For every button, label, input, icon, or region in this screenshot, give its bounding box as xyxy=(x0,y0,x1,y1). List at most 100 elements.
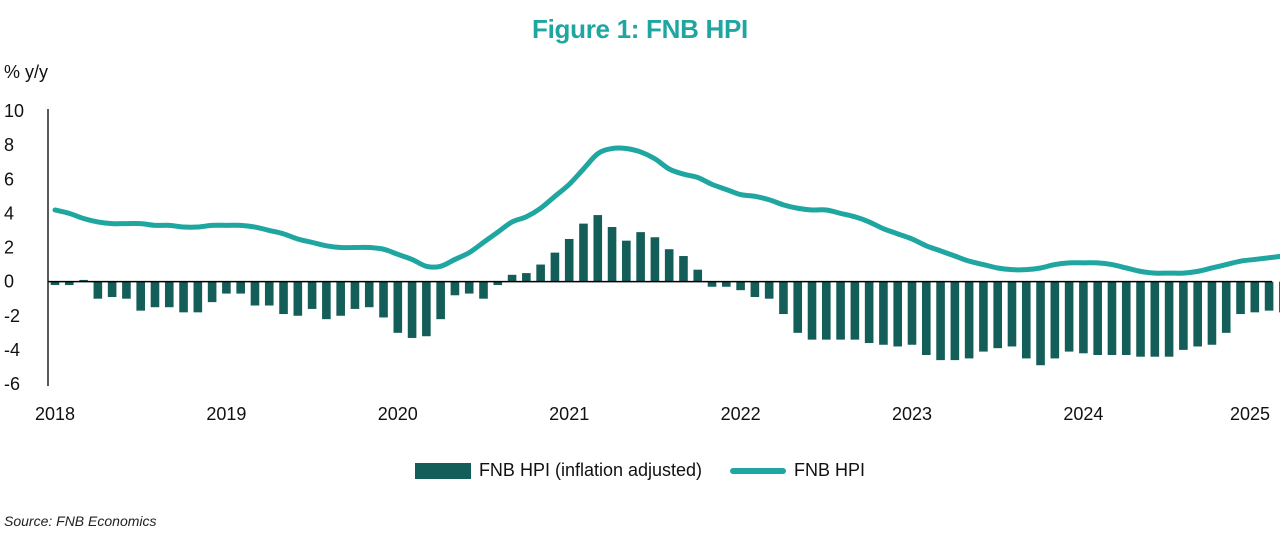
x-tick-label: 2018 xyxy=(35,404,75,424)
bar xyxy=(864,281,874,344)
y-tick-label: 0 xyxy=(4,272,14,292)
bar xyxy=(664,249,674,282)
bar xyxy=(164,281,174,308)
source-note: Source: FNB Economics xyxy=(4,513,157,529)
bar xyxy=(879,281,888,345)
bar xyxy=(250,281,260,306)
bar xyxy=(964,281,974,359)
bar xyxy=(836,281,845,340)
bar xyxy=(1150,281,1160,357)
bar xyxy=(279,281,288,315)
bar xyxy=(1079,281,1088,354)
legend-item-inflation-adjusted: FNB HPI (inflation adjusted) xyxy=(414,460,703,481)
bar xyxy=(307,281,317,309)
bar xyxy=(907,281,917,345)
bar xyxy=(264,281,274,306)
bar xyxy=(479,281,488,299)
bar xyxy=(936,281,945,361)
bar xyxy=(1021,281,1031,359)
bar xyxy=(293,281,303,316)
bar xyxy=(507,274,517,282)
ticks-layer: 10 8 6 4 2 0 -2 -4 -6 2018 2019 2020 2021 2022 2023 202… xyxy=(4,101,1270,424)
y-tick-label: 6 xyxy=(4,169,14,189)
x-tick-label: 2022 xyxy=(721,404,761,424)
bar xyxy=(593,215,603,282)
x-tick-label: 2024 xyxy=(1063,404,1103,424)
bar xyxy=(422,281,431,337)
x-tick-label: 2021 xyxy=(549,404,589,424)
bar xyxy=(779,281,788,315)
x-tick-label: 2025 xyxy=(1230,404,1270,424)
y-tick-label: 10 xyxy=(4,101,24,121)
bar xyxy=(793,281,803,333)
legend-line-swatch xyxy=(730,467,787,474)
x-tick-label: 2023 xyxy=(892,404,932,424)
bar xyxy=(322,281,331,320)
bar xyxy=(450,281,460,296)
bar xyxy=(536,264,545,282)
chart-title: Figure 1: FNB HPI xyxy=(532,14,748,44)
y-tick-label: 2 xyxy=(4,238,14,258)
bar xyxy=(64,281,74,286)
bar xyxy=(336,281,345,316)
bar xyxy=(1093,281,1102,355)
bar xyxy=(764,281,774,299)
bar xyxy=(693,269,703,282)
bar xyxy=(607,227,617,282)
bar xyxy=(979,281,988,352)
bar xyxy=(1136,281,1145,357)
axes-layer xyxy=(47,109,1272,386)
line-layer xyxy=(52,145,1280,276)
bar xyxy=(493,281,503,286)
bar xyxy=(407,281,417,338)
bar xyxy=(1050,281,1060,359)
chart-legend: FNB HPI (inflation adjusted) FNB HPI xyxy=(0,460,1280,481)
bar xyxy=(93,281,103,299)
y-tick-label: -6 xyxy=(4,374,20,394)
bar xyxy=(436,281,445,320)
bar xyxy=(636,232,645,282)
bar xyxy=(1064,281,1074,352)
bar xyxy=(1179,281,1188,350)
bar xyxy=(364,281,374,308)
bar xyxy=(179,281,188,313)
legend-bar-swatch xyxy=(414,462,471,479)
bar xyxy=(1207,281,1217,345)
bar xyxy=(207,281,217,303)
bar xyxy=(622,240,631,282)
y-tick-label: 4 xyxy=(4,203,14,223)
y-tick-label: -4 xyxy=(4,340,20,360)
bars-layer xyxy=(50,215,1280,366)
bar xyxy=(1193,281,1202,347)
bar xyxy=(807,281,817,340)
y-axis-unit-label: % y/y xyxy=(4,62,49,82)
bar xyxy=(650,237,660,282)
bar xyxy=(550,252,560,282)
bar xyxy=(79,279,88,282)
legend-label-inflation-adjusted: FNB HPI (inflation adjusted) xyxy=(478,460,703,480)
x-tick-label: 2019 xyxy=(206,404,246,424)
bar xyxy=(522,273,531,282)
bar xyxy=(707,281,717,287)
bar xyxy=(1250,281,1260,313)
bar xyxy=(564,238,574,282)
bar xyxy=(107,281,117,297)
bar xyxy=(993,281,1002,349)
bar xyxy=(1164,281,1174,357)
bar xyxy=(579,223,588,282)
bar xyxy=(950,281,960,361)
y-tick-label: 8 xyxy=(4,135,14,155)
y-tick-label: -2 xyxy=(4,306,20,326)
bar xyxy=(822,281,831,340)
legend-label-fnb-hpi: FNB HPI xyxy=(794,460,866,480)
bar xyxy=(122,281,131,299)
x-tick-label: 2020 xyxy=(378,404,418,424)
bar xyxy=(921,281,931,355)
bar xyxy=(1107,281,1117,355)
fnb-hpi-line xyxy=(52,145,1280,276)
bar xyxy=(850,281,860,340)
bar xyxy=(1036,281,1045,366)
bar xyxy=(679,256,688,282)
legend-item-fnb-hpi: FNB HPI xyxy=(730,460,865,481)
